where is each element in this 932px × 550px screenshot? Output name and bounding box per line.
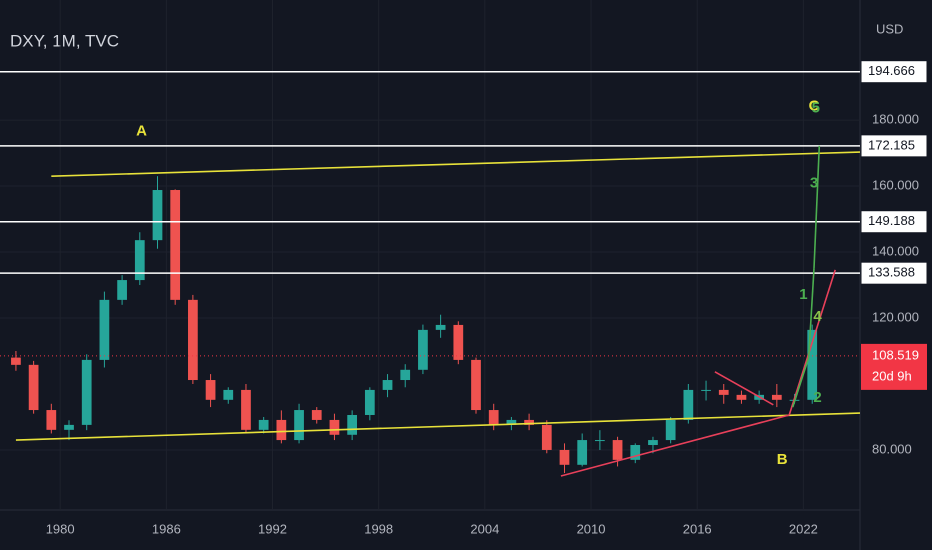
chart-title: DXY, 1M, TVC	[10, 31, 119, 50]
candle-body	[630, 445, 641, 460]
annotation: C	[809, 98, 820, 115]
candle-body	[205, 380, 216, 400]
candle-body	[99, 299, 110, 360]
annotation: 2	[813, 389, 821, 406]
candle-body	[188, 299, 198, 381]
trend-line	[807, 268, 815, 358]
candle-body	[718, 389, 729, 395]
annotation: 4	[813, 308, 822, 325]
candle-body	[170, 190, 181, 300]
candle-body	[807, 329, 818, 400]
countdown-label: 20d 9h	[872, 368, 912, 383]
trend-line	[813, 145, 821, 269]
trend-line	[15, 412, 861, 441]
candle-body	[294, 410, 304, 441]
candle-body	[223, 389, 234, 400]
price-label: 133.588	[868, 265, 915, 280]
candle-body	[81, 359, 92, 425]
candle-body	[11, 357, 21, 365]
candle-body	[347, 414, 358, 435]
candle-body	[117, 280, 127, 300]
candle-body	[258, 419, 269, 430]
candle-body	[701, 389, 711, 391]
candle-body	[329, 419, 340, 435]
candle-body	[400, 369, 411, 381]
candle-body	[453, 324, 464, 360]
candle-body	[364, 389, 375, 415]
candle-body	[134, 240, 145, 281]
x-tick-label: 2004	[470, 521, 499, 536]
candle-body	[524, 419, 534, 425]
candle-body	[595, 440, 605, 442]
price-label: 172.185	[868, 137, 915, 152]
candle-body	[736, 394, 747, 400]
x-tick-label: 1986	[152, 521, 181, 536]
candle-body	[648, 440, 658, 446]
y-tick-label: 120.000	[872, 309, 919, 324]
y-tick-label: 160.000	[872, 177, 919, 192]
candle-body	[506, 419, 517, 425]
candle-body	[577, 440, 588, 465]
candle-body	[418, 329, 428, 370]
y-tick-label: 80.000	[872, 441, 912, 456]
price-label-box	[860, 134, 928, 158]
price-label-box	[860, 210, 928, 234]
trend-line	[788, 269, 836, 416]
trend-line	[714, 371, 774, 406]
candle-body	[46, 410, 57, 430]
candle-body	[771, 394, 782, 400]
trend-line	[51, 151, 861, 177]
y-tick-label: 140.000	[872, 243, 919, 258]
annotation: 3	[810, 174, 818, 191]
x-tick-label: 2010	[577, 521, 606, 536]
x-tick-label: 1980	[46, 521, 75, 536]
trend-line	[560, 414, 790, 477]
candle-body	[64, 424, 74, 430]
price-label: 194.666	[868, 63, 915, 78]
annotation: 1	[799, 286, 807, 303]
candle-body	[541, 424, 552, 450]
candle-body	[612, 440, 623, 460]
price-label-box	[860, 60, 928, 84]
candle-body	[435, 324, 446, 330]
y-tick-label: 180.000	[872, 112, 919, 127]
candle-body	[382, 380, 393, 390]
candle-body	[559, 449, 570, 465]
price-label-box	[860, 261, 928, 285]
candle-body	[665, 419, 676, 441]
current-price-label: 108.519	[872, 347, 919, 362]
x-tick-label: 2016	[683, 521, 712, 536]
x-tick-label: 1998	[364, 521, 393, 536]
candle-body	[488, 410, 499, 425]
candle-body	[241, 389, 251, 430]
x-tick-label: 1992	[258, 521, 287, 536]
trend-line	[791, 357, 810, 408]
annotation: 5	[812, 100, 820, 117]
x-tick-label: 2022	[789, 521, 818, 536]
candle-body	[683, 389, 694, 420]
candle-body	[276, 419, 287, 441]
candle-body	[471, 359, 481, 411]
candle-body	[28, 364, 39, 411]
annotation: B	[777, 451, 788, 468]
candle-body	[311, 410, 322, 420]
current-price-box	[861, 343, 927, 390]
price-label: 149.188	[868, 213, 915, 228]
y-axis-label: USD	[876, 21, 903, 36]
annotation: A	[136, 123, 147, 140]
candle-body	[152, 190, 163, 241]
